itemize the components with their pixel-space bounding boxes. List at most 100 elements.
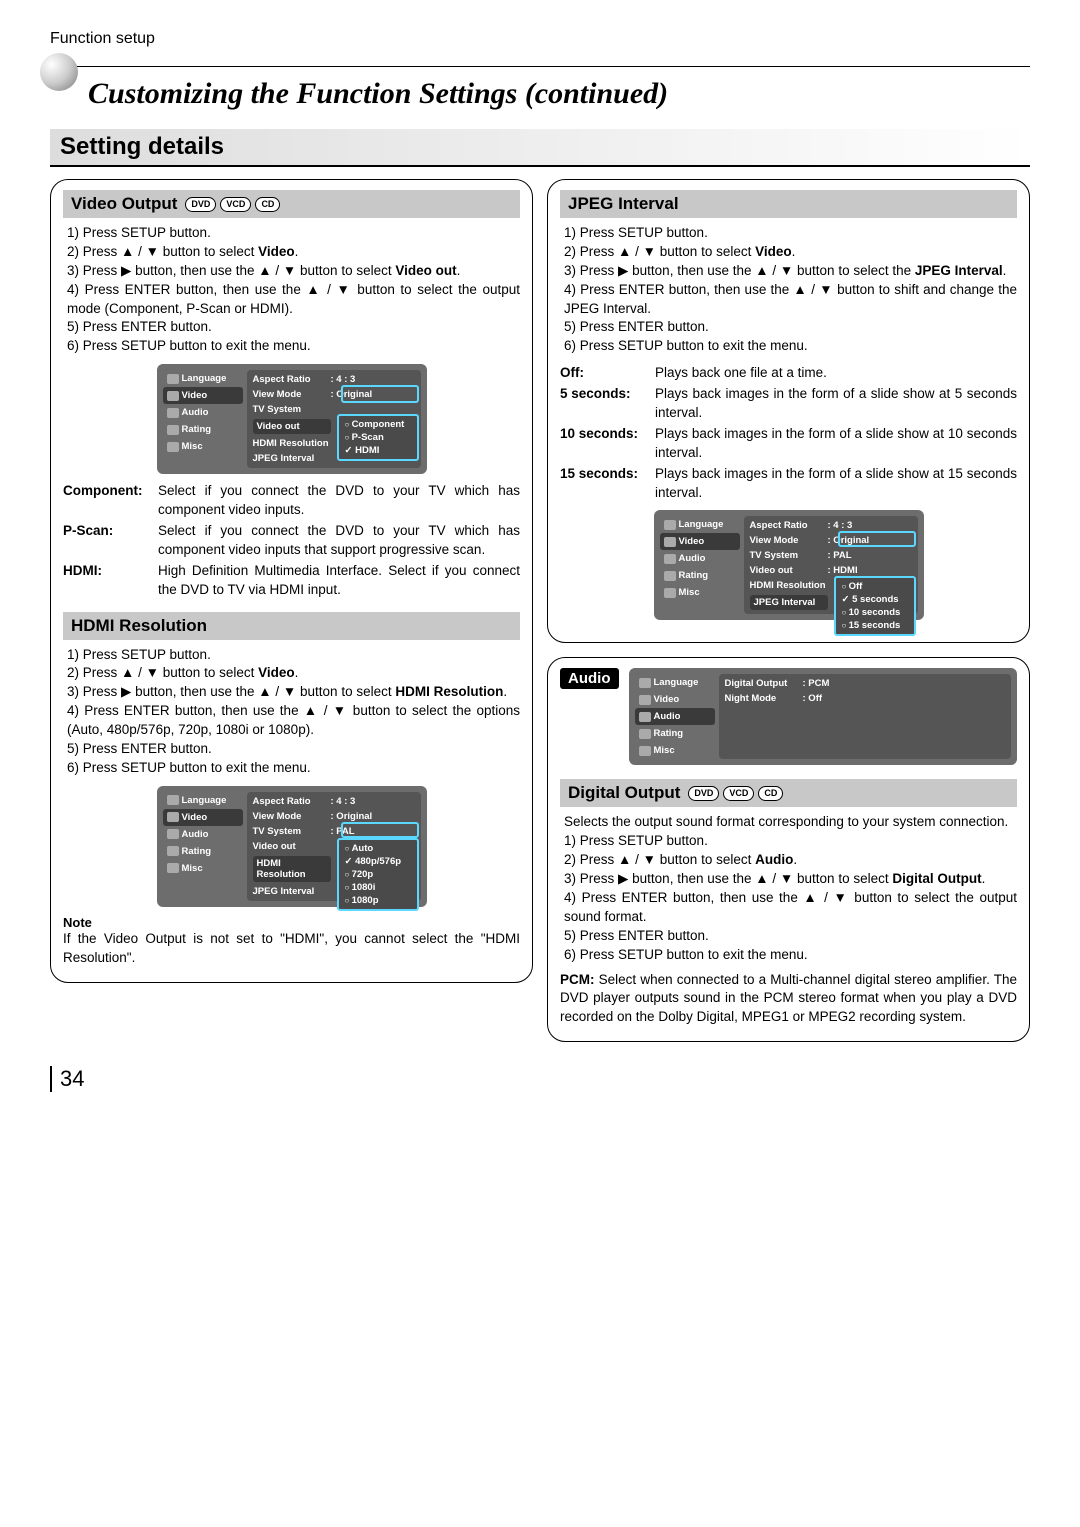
video-icon <box>664 537 676 547</box>
step: 5) Press ENTER button. <box>67 740 520 759</box>
step: 1) Press SETUP button. <box>67 224 520 243</box>
disc-badges: DVD VCD CD <box>185 197 280 212</box>
sphere-ornament <box>40 53 78 91</box>
osd-popup-hdmi: Auto 480p/576p 720p 1080i 1080p <box>337 838 419 911</box>
option-1080p: 1080p <box>341 894 415 907</box>
definitions-video-output: Component:Select if you connect the DVD … <box>63 482 520 599</box>
down-icon: ▼ <box>146 244 159 259</box>
step: 5) Press ENTER button. <box>564 318 1017 337</box>
panel-video-and-hdmi: Video Output DVD VCD CD 1) Press SETUP b… <box>50 179 533 983</box>
step: 1) Press SETUP button. <box>564 832 1017 851</box>
step: 2) Press ▲ / ▼ button to select Video. <box>564 243 1017 262</box>
option-15s: 15 seconds <box>838 619 912 632</box>
video-icon <box>167 812 179 822</box>
definitions-jpeg: Off:Plays back one file at a time. 5 sec… <box>560 364 1017 502</box>
badge-vcd: VCD <box>723 786 754 801</box>
note-text: If the Video Output is not set to "HDMI"… <box>63 930 520 968</box>
osd-highlight <box>341 822 419 838</box>
right-column: JPEG Interval 1) Press SETUP button. 2) … <box>547 179 1030 1056</box>
step: 6) Press SETUP button to exit the menu. <box>564 337 1017 356</box>
intro: Selects the output sound format correspo… <box>564 813 1017 832</box>
language-icon <box>639 678 651 688</box>
pcm-definition: PCM: Select when connected to a Multi-ch… <box>560 971 1017 1028</box>
panel-jpeg-interval: JPEG Interval 1) Press SETUP button. 2) … <box>547 179 1030 643</box>
right-icon: ▶ <box>121 263 131 278</box>
osd-side-audio: Audio <box>163 404 243 421</box>
misc-icon <box>639 746 651 756</box>
step: 1) Press SETUP button. <box>67 646 520 665</box>
language-icon <box>167 795 179 805</box>
step: 3) Press ▶ button, then use the ▲ / ▼ bu… <box>564 262 1017 281</box>
heading-jpeg-interval: JPEG Interval <box>560 190 1017 218</box>
option-480p: 480p/576p <box>341 855 415 868</box>
option-720p: 720p <box>341 868 415 881</box>
chapter-title: Customizing the Function Settings (conti… <box>50 77 1030 111</box>
heading-text: Video Output <box>71 194 177 214</box>
step: 6) Press SETUP button to exit the menu. <box>564 946 1017 965</box>
step: 4) Press ENTER button, then use the ▲ / … <box>564 889 1017 927</box>
step: 3) Press ▶ button, then use the ▲ / ▼ bu… <box>67 683 520 702</box>
option-5s: 5 seconds <box>838 593 912 606</box>
option-10s: 10 seconds <box>838 606 912 619</box>
up-icon: ▲ <box>121 244 134 259</box>
step: 1) Press SETUP button. <box>564 224 1017 243</box>
heading-text: HDMI Resolution <box>71 616 207 636</box>
badge-cd: CD <box>758 786 783 801</box>
option-auto: Auto <box>341 842 415 855</box>
note-label: Note <box>63 915 520 930</box>
audio-icon <box>664 554 676 564</box>
audio-icon <box>167 829 179 839</box>
heading-digital-output: Digital Output DVD VCD CD <box>560 779 1017 807</box>
audio-badge: Audio <box>560 668 619 689</box>
badge-vcd: VCD <box>220 197 251 212</box>
audio-icon <box>167 408 179 418</box>
step: 6) Press SETUP button to exit the menu. <box>67 337 520 356</box>
option-pscan: P-Scan <box>341 431 415 444</box>
step: 2) Press ▲ / ▼ button to select Video. <box>67 664 520 683</box>
osd-popup-jpeg: Off 5 seconds 10 seconds 15 seconds <box>834 576 916 636</box>
step: 2) Press ▲ / ▼ button to select Video. <box>67 243 520 262</box>
heading-text: Digital Output <box>568 783 680 803</box>
rating-icon <box>167 846 179 856</box>
rating-icon <box>664 571 676 581</box>
step: 4) Press ENTER button, then use the ▲ / … <box>67 281 520 319</box>
left-column: Video Output DVD VCD CD 1) Press SETUP b… <box>50 179 533 1056</box>
page: Function setup Customizing the Function … <box>0 0 1080 1112</box>
osd-screenshot-audio: Language Video Audio Rating Misc Digital… <box>629 668 1018 765</box>
osd-sidebar: Language Video Audio Rating Misc <box>163 792 243 901</box>
rating-icon <box>639 729 651 739</box>
panel-audio-digital-output: Audio Language Video Audio Rating Misc <box>547 657 1030 1042</box>
osd-side-misc: Misc <box>163 438 243 455</box>
option-1080i: 1080i <box>341 881 415 894</box>
osd-side-language: Language <box>163 370 243 387</box>
osd-highlight <box>341 385 419 403</box>
misc-icon <box>167 442 179 452</box>
osd-screenshot-video-out: Language Video Audio Rating Misc Aspect … <box>157 364 427 474</box>
step: 4) Press ENTER button, then use the ▲ / … <box>564 281 1017 319</box>
breadcrumb: Function setup <box>50 30 1030 48</box>
steps-video-output: 1) Press SETUP button. 2) Press ▲ / ▼ bu… <box>63 224 520 356</box>
heading-hdmi-resolution: HDMI Resolution <box>63 612 520 640</box>
two-column-layout: Video Output DVD VCD CD 1) Press SETUP b… <box>50 179 1030 1056</box>
osd-main: Aspect Ratio: 4 : 3 View Mode: Original … <box>247 792 421 901</box>
language-icon <box>167 374 179 384</box>
option-off: Off <box>838 580 912 593</box>
heading-text: JPEG Interval <box>568 194 679 214</box>
step: 5) Press ENTER button. <box>564 927 1017 946</box>
osd-sidebar: Language Video Audio Rating Misc <box>163 370 243 468</box>
video-icon <box>639 695 651 705</box>
title-wrap: Customizing the Function Settings (conti… <box>50 66 1030 111</box>
heading-video-output: Video Output DVD VCD CD <box>63 190 520 218</box>
audio-icon <box>639 712 651 722</box>
rating-icon <box>167 425 179 435</box>
misc-icon <box>167 863 179 873</box>
step: 6) Press SETUP button to exit the menu. <box>67 759 520 778</box>
step: 5) Press ENTER button. <box>67 318 520 337</box>
osd-highlight <box>838 531 916 547</box>
misc-icon <box>664 588 676 598</box>
option-hdmi: HDMI <box>341 444 415 457</box>
step: 3) Press ▶ button, then use the ▲ / ▼ bu… <box>564 870 1017 889</box>
page-number: 34 <box>50 1066 1030 1092</box>
osd-screenshot-hdmi-res: Language Video Audio Rating Misc Aspect … <box>157 786 427 907</box>
step: 4) Press ENTER button, then use the ▲ / … <box>67 702 520 740</box>
